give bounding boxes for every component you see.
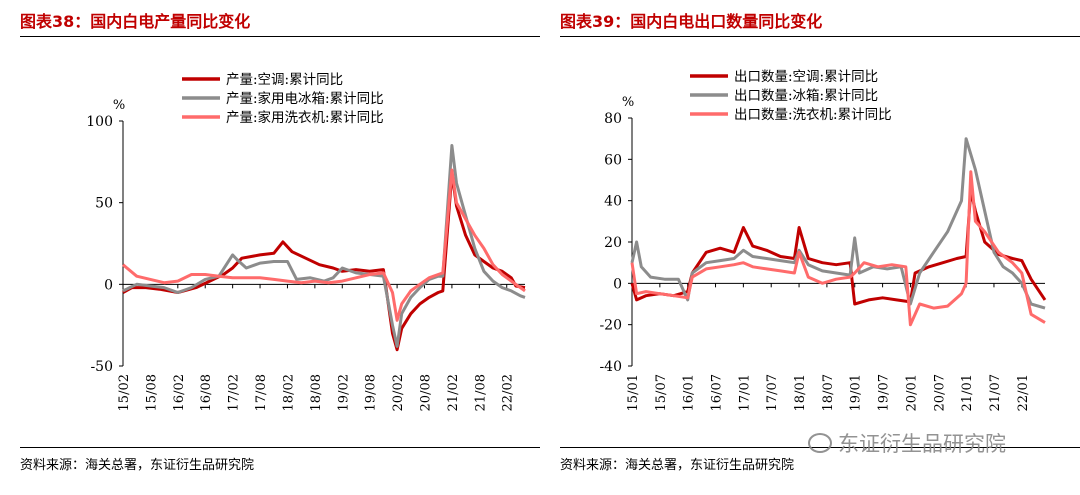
source-note: 资料来源：海关总署，东证衍生品研究院 [560,458,795,473]
legend-label: 产量:空调:累计同比 [226,72,343,88]
x-tick-label: 15/08 [144,374,159,411]
x-tick-label: 17/07 [765,374,780,411]
x-tick-label: 21/02 [446,374,461,411]
legend-label: 出口数量:洗衣机:累计同比 [734,107,892,123]
y-axis-unit: % [113,98,125,113]
x-tick-label: 17/01 [737,374,752,411]
y-tick-label: 40 [604,194,622,210]
title-divider [560,36,1080,37]
x-tick-label: 17/02 [227,374,242,411]
series-line [122,171,526,352]
series-line [630,170,1046,327]
legend-label: 出口数量:冰箱:累计同比 [734,88,878,104]
y-tick-label: 60 [604,152,622,168]
chart-title: 图表39：国内白电出口数量同比变化 [560,12,823,31]
y-tick-label: -20 [599,318,622,334]
x-tick-label: 21/01 [960,374,975,411]
chart-panel-export: 图表39：国内白电出口数量同比变化 % -40 -20 0 20 40 60 80 15/01 1… [560,0,1080,495]
y-axis-unit: % [622,95,634,110]
y-tick-label: 20 [604,235,622,251]
title-divider [20,36,540,37]
x-tick-label: 16/07 [710,374,725,411]
watermark: 东证衍生品研究院 [808,428,1006,458]
y-tick-label: -40 [599,359,622,375]
x-tick-label: 19/07 [877,374,892,411]
chart-panel-production: 图表38：国内白电产量同比变化 % -50 0 50 100 15/02 15/08 16/0… [20,0,540,495]
y-tick-label: 100 [86,114,113,130]
y-tick-label: -50 [90,359,113,375]
source-divider [20,447,540,448]
x-tick-label: 22/02 [501,374,516,411]
x-tick-label: 20/07 [932,374,947,411]
production-chart: % -50 0 50 100 15/02 15/08 16/02 16/08 17/02 17/08… [86,72,526,411]
series-line [122,168,526,322]
series-line [122,144,526,348]
x-tick-label: 17/08 [254,374,269,411]
source-note: 资料来源：海关总署，东证衍生品研究院 [20,458,255,473]
y-tick-label: 0 [104,277,113,293]
export-chart: % -40 -20 0 20 40 60 80 15/01 15/07 16/01 16/07 17/0… [599,69,1047,411]
wechat-icon [808,433,832,453]
legend-label: 出口数量:空调:累计同比 [734,69,878,85]
x-tick-label: 19/08 [364,374,379,411]
x-tick-label: 15/07 [654,374,669,411]
x-tick-label: 18/07 [821,374,836,411]
series-line [630,137,1046,310]
x-tick-label: 20/01 [904,374,919,411]
x-tick-label: 20/02 [391,374,406,411]
x-tick-label: 18/08 [309,374,324,411]
x-tick-label: 19/02 [336,374,351,411]
y-tick-label: 50 [95,196,113,212]
x-tick-label: 15/02 [117,374,132,411]
x-tick-label: 22/01 [1016,374,1031,411]
x-tick-label: 18/01 [793,374,808,411]
chart-title: 图表38：国内白电产量同比变化 [20,12,251,31]
x-tick-label: 21/07 [988,374,1003,411]
watermark-text: 东证衍生品研究院 [838,432,1006,456]
y-tick-label: 0 [613,276,622,292]
x-tick-label: 19/01 [849,374,864,411]
x-tick-label: 16/08 [199,374,214,411]
x-tick-label: 15/01 [626,374,641,411]
x-tick-label: 20/08 [419,374,434,411]
x-tick-label: 21/08 [473,374,488,411]
legend-label: 产量:家用电冰箱:累计同比 [226,90,384,107]
x-tick-label: 16/02 [172,374,187,411]
x-tick-label: 16/01 [682,374,697,411]
legend-label: 产量:家用洗衣机:累计同比 [226,109,384,126]
y-tick-label: 80 [604,111,622,127]
x-tick-label: 18/02 [281,374,296,411]
